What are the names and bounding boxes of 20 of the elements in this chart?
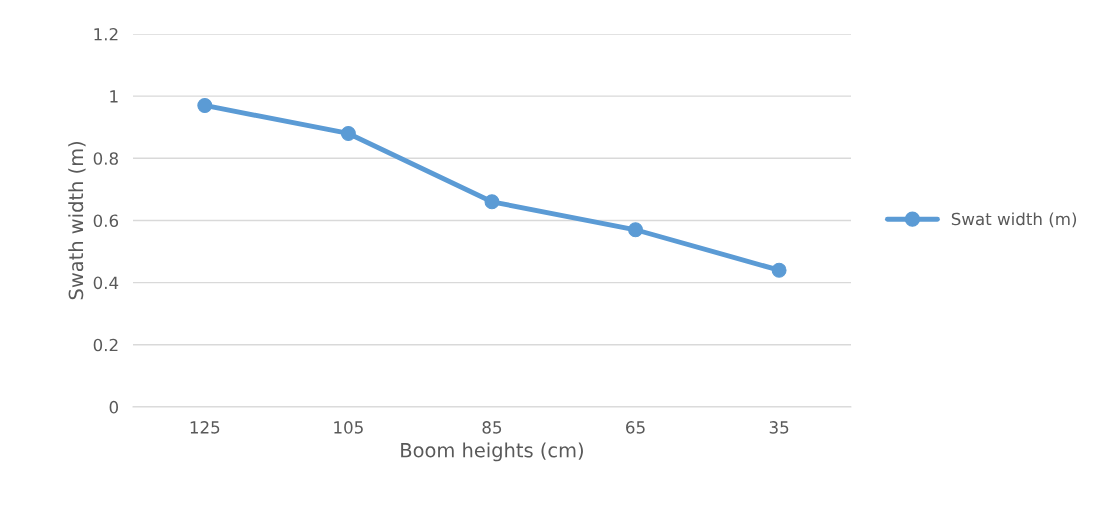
point — [340, 125, 356, 141]
x-tick-label: 125 — [190, 421, 220, 434]
y-tick-label: 0.6 — [93, 214, 119, 228]
point — [484, 194, 500, 210]
y-tick-label: 0.8 — [93, 152, 118, 165]
y-axis-title: Swath width (m) — [68, 142, 86, 300]
x-tick-label: 65 — [626, 421, 645, 434]
y-tick-label: 1 — [110, 90, 118, 103]
point — [771, 262, 787, 278]
y-tick-label: 1.2 — [94, 27, 118, 41]
y-tick-label: 0.2 — [93, 338, 118, 352]
y-tick-label: 0 — [109, 400, 119, 414]
x-axis-title: Boom heights (cm) — [401, 442, 583, 462]
legend-label: Swat width (m) — [951, 212, 1077, 228]
x-tick-label: 35 — [769, 421, 789, 434]
x-tick-label: 105 — [334, 421, 363, 434]
y-tick-label: 0.4 — [93, 276, 119, 290]
point — [197, 98, 213, 113]
x-tick-label: 85 — [482, 421, 502, 434]
point — [628, 222, 643, 238]
